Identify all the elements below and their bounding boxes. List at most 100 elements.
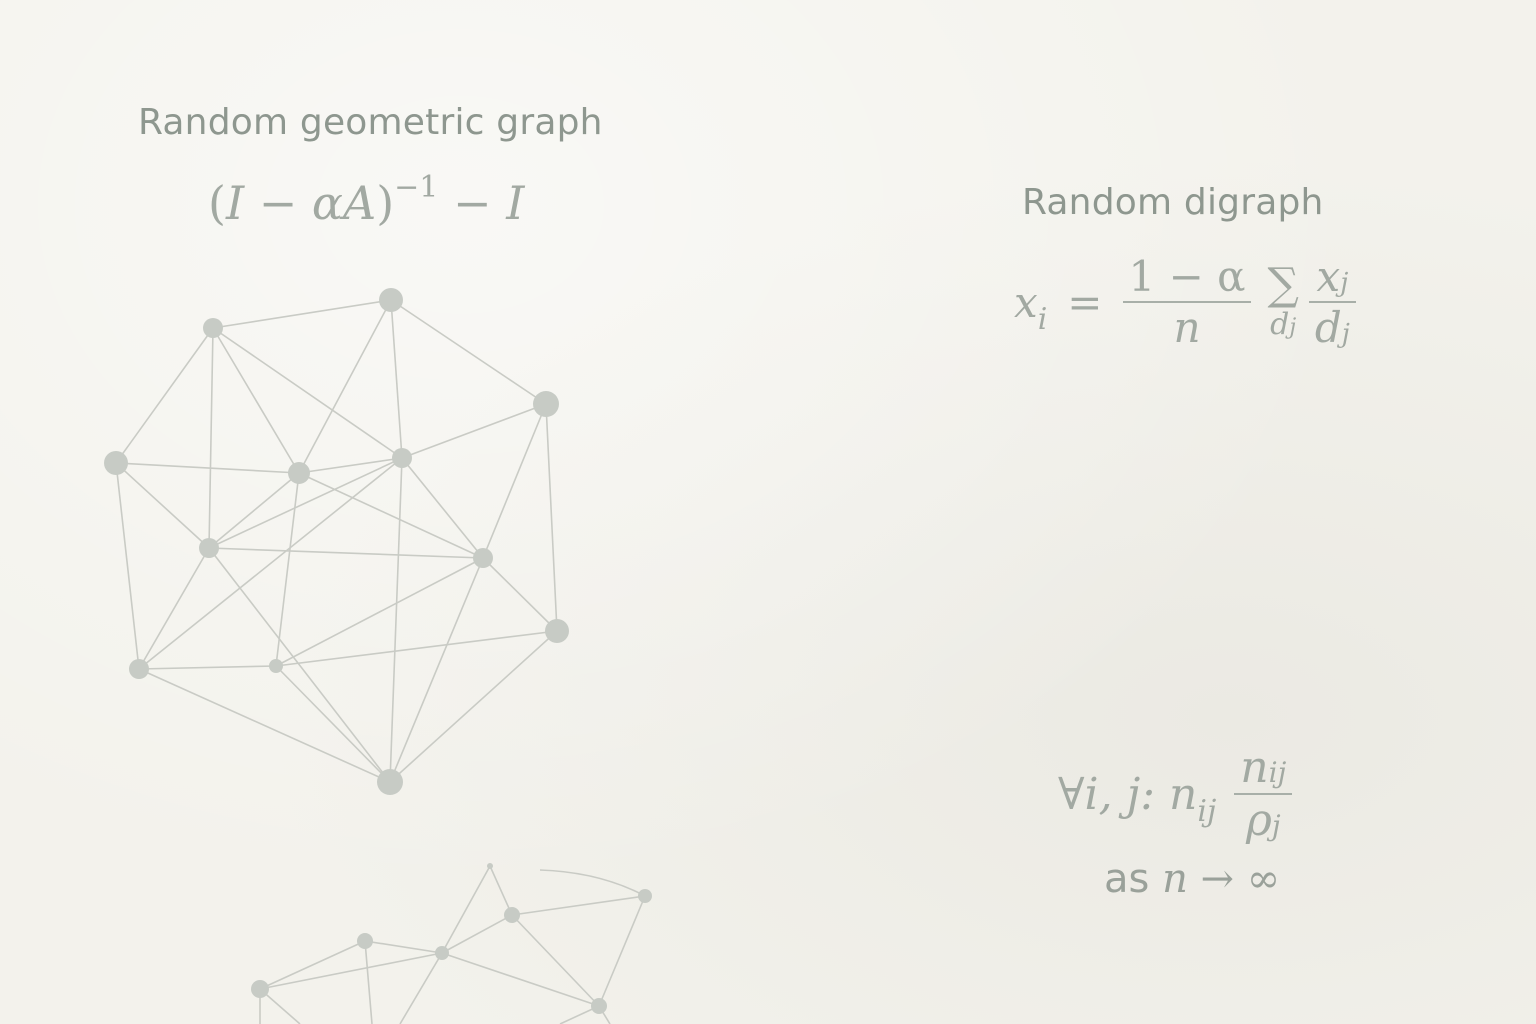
graph-edge <box>389 630 558 783</box>
graph-edge <box>298 457 403 474</box>
eq1-frac2-num: x <box>1316 252 1341 301</box>
graph-edge <box>389 457 403 783</box>
graph-node <box>545 619 569 643</box>
graph-node <box>288 462 310 484</box>
graph-node <box>199 538 219 558</box>
graph-edge <box>441 865 491 954</box>
close-paren: ) <box>376 176 395 230</box>
eq1-frac2-den: d <box>1314 303 1342 352</box>
eq1-frac2-num-sub: j <box>1340 268 1349 298</box>
graph-node <box>269 659 283 673</box>
graph-edge <box>511 895 646 916</box>
formula-minus: − <box>258 176 298 230</box>
graph-edge <box>212 299 392 329</box>
graph-edge <box>138 547 210 670</box>
graph-node <box>591 998 607 1014</box>
graph-node <box>473 548 493 568</box>
eq1-frac-num: 1 − α <box>1128 252 1246 301</box>
graph-edge <box>390 299 403 459</box>
eq2-forall: ∀i, j: n <box>1058 768 1198 820</box>
graph-edge <box>212 327 300 474</box>
graph-node <box>504 907 520 923</box>
graph-node <box>129 659 149 679</box>
graph-node <box>533 391 559 417</box>
eq2-frac-num: n <box>1240 742 1269 793</box>
eq2-frac-num-sub: ij <box>1268 756 1287 789</box>
graph-edge <box>401 403 547 459</box>
formula-exponent: −1 <box>394 170 439 205</box>
graph-edge <box>482 403 547 559</box>
graph-node <box>638 889 652 903</box>
open-paren: ( <box>208 176 226 230</box>
limit-statement: as n → ∞ <box>1104 856 1280 902</box>
eq2-frac-den-sub: j <box>1271 809 1281 842</box>
formula-I: I <box>225 176 245 230</box>
formula-alphaA: αA <box>311 176 377 230</box>
graph-edge <box>115 462 300 474</box>
graph-edge <box>275 472 300 667</box>
graph-edge <box>138 665 277 670</box>
graph-edge <box>545 403 558 632</box>
graph-node <box>435 946 449 960</box>
sum-symbol: ∑ <box>1267 258 1299 310</box>
graph-edge <box>115 462 210 549</box>
graph-edge <box>259 952 443 990</box>
graph-edge <box>390 299 547 405</box>
eq1-sum: ∑ dj <box>1267 258 1299 342</box>
left-title: Random geometric graph <box>138 102 603 143</box>
eq1-lhs-sub: i <box>1037 301 1048 337</box>
graph-edge <box>208 457 403 549</box>
graph-edge <box>298 299 392 474</box>
graph-edge <box>399 952 443 1024</box>
graph-edge <box>364 940 373 1024</box>
resolvent-formula: (I − αA)−1 − I <box>208 170 525 230</box>
eq2-frac-bar <box>1234 793 1293 795</box>
graph-edge <box>441 914 513 954</box>
graph-edge <box>298 472 484 559</box>
graph-edge <box>539 869 646 897</box>
graph-edge <box>138 668 391 783</box>
formula-I-2: I <box>506 176 525 230</box>
right-title: Random digraph <box>1022 182 1324 223</box>
graph-edge <box>212 327 403 459</box>
sum-sub-idx: j <box>1289 314 1297 340</box>
graph-node <box>251 980 269 998</box>
graph-edge <box>259 940 366 990</box>
sum-sub: d <box>1270 306 1290 342</box>
eq2-frac-den: ρ <box>1246 795 1272 846</box>
limit-n: n <box>1162 856 1188 902</box>
graph-edge <box>489 865 513 916</box>
graph-edge <box>115 327 214 464</box>
graph-edge <box>441 952 600 1007</box>
graph-edge <box>598 895 646 1007</box>
graph-edge <box>138 457 403 670</box>
graph-node <box>487 863 493 869</box>
graph-edge <box>208 327 214 549</box>
eq1-fraction: 1 − α n <box>1122 252 1252 352</box>
graph-edge <box>208 472 300 549</box>
eq2-fraction: nij ρj <box>1234 742 1293 846</box>
graph-node <box>392 448 412 468</box>
graph-edge <box>208 547 484 559</box>
graph-node <box>357 933 373 949</box>
graph-edge <box>482 557 558 632</box>
graph-edge <box>275 557 484 667</box>
forall-equation: ∀i, j: nij nij ρj <box>1058 742 1293 846</box>
eq1-frac2-bar <box>1308 301 1356 303</box>
limit-as: as <box>1104 856 1163 902</box>
eq1-lhs: x <box>1014 277 1038 327</box>
graph-node <box>203 318 223 338</box>
limit-arrow: → ∞ <box>1187 856 1281 902</box>
graph-edge <box>275 665 391 783</box>
graph-edge <box>275 630 558 667</box>
graph-node <box>377 769 403 795</box>
graph-node <box>104 451 128 475</box>
graph-edge <box>364 940 443 954</box>
eq1-fraction-2: xj dj <box>1308 252 1356 352</box>
eq1-frac-bar <box>1122 301 1252 303</box>
eq1-frac-den: n <box>1173 303 1201 352</box>
eq2-forall-sub: ij <box>1197 793 1217 829</box>
graph-node <box>379 288 403 312</box>
